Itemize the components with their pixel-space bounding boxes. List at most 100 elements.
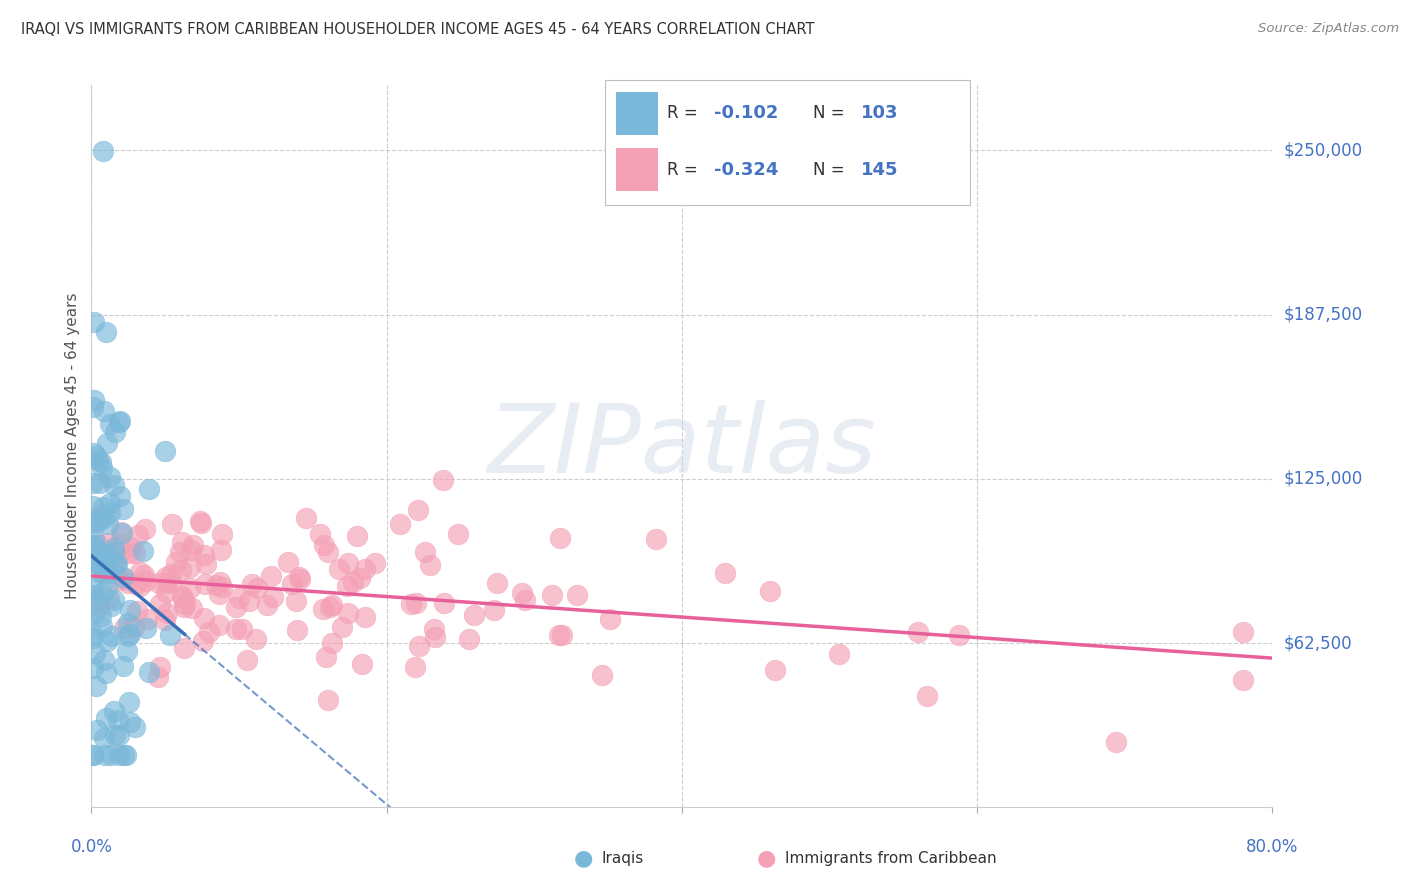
- Point: [122, 620, 145, 634]
- Point: [432, 473, 454, 487]
- Point: [170, 589, 193, 603]
- Point: [86, 453, 108, 467]
- Point: [82, 582, 104, 597]
- Point: [89, 476, 111, 491]
- Point: [110, 524, 132, 539]
- Point: [115, 644, 138, 658]
- Point: [149, 597, 172, 611]
- Point: [108, 415, 131, 429]
- Point: [90, 608, 112, 623]
- Point: [83, 315, 105, 329]
- Point: [103, 545, 125, 559]
- Point: [1105, 734, 1128, 748]
- Point: [134, 522, 156, 536]
- Point: [236, 653, 259, 667]
- Point: [90, 455, 112, 469]
- Point: [644, 533, 666, 547]
- Point: [209, 543, 232, 558]
- Point: [231, 622, 253, 636]
- Point: [285, 623, 308, 637]
- Point: [86, 550, 108, 565]
- Text: IRAQI VS IMMIGRANTS FROM CARIBBEAN HOUSEHOLDER INCOME AGES 45 - 64 YEARS CORRELA: IRAQI VS IMMIGRANTS FROM CARIBBEAN HOUSE…: [21, 22, 814, 37]
- Point: [591, 667, 613, 681]
- Point: [108, 536, 131, 550]
- Point: [111, 570, 134, 584]
- Point: [408, 639, 430, 653]
- Point: [486, 576, 509, 591]
- Point: [103, 546, 125, 560]
- Point: [312, 601, 335, 615]
- Point: [100, 599, 122, 613]
- Text: Immigrants from Caribbean: Immigrants from Caribbean: [785, 851, 997, 865]
- Point: [98, 566, 121, 581]
- Point: [225, 622, 247, 636]
- Y-axis label: Householder Income Ages 45 - 64 years: Householder Income Ages 45 - 64 years: [65, 293, 80, 599]
- Point: [188, 514, 211, 528]
- Point: [82, 588, 104, 602]
- Point: [165, 555, 187, 569]
- Point: [96, 666, 118, 681]
- Point: [328, 562, 350, 576]
- Point: [117, 695, 139, 709]
- Point: [100, 506, 122, 520]
- Point: [89, 545, 111, 559]
- Point: [457, 632, 479, 647]
- Point: [160, 516, 183, 531]
- Point: [115, 747, 138, 762]
- Point: [93, 653, 115, 667]
- Text: Source: ZipAtlas.com: Source: ZipAtlas.com: [1258, 22, 1399, 36]
- Point: [103, 704, 125, 718]
- Point: [111, 526, 134, 541]
- Text: ZIPatlas: ZIPatlas: [488, 400, 876, 492]
- Point: [208, 575, 231, 590]
- Point: [288, 572, 311, 586]
- Point: [352, 657, 374, 671]
- Point: [112, 621, 135, 635]
- Text: Iraqis: Iraqis: [602, 851, 644, 865]
- Point: [245, 632, 267, 647]
- Point: [98, 496, 121, 510]
- Point: [87, 549, 110, 564]
- Point: [155, 575, 177, 590]
- Point: [91, 566, 114, 581]
- Point: [82, 400, 104, 414]
- Point: [138, 482, 160, 496]
- Point: [132, 544, 155, 558]
- Point: [336, 579, 359, 593]
- Text: $62,500: $62,500: [1284, 634, 1353, 652]
- Point: [111, 502, 134, 516]
- Point: [915, 689, 938, 703]
- Point: [134, 574, 156, 589]
- Point: [112, 747, 135, 762]
- Point: [548, 628, 571, 642]
- Point: [94, 551, 117, 566]
- Point: [94, 547, 117, 561]
- Point: [98, 417, 121, 432]
- Point: [101, 629, 124, 643]
- Point: [117, 629, 139, 643]
- Point: [112, 659, 135, 673]
- Point: [87, 538, 110, 552]
- Point: [548, 531, 571, 545]
- Text: $125,000: $125,000: [1284, 470, 1362, 488]
- Point: [180, 542, 202, 557]
- Point: [1232, 624, 1254, 639]
- Point: [240, 577, 263, 591]
- Point: [321, 598, 343, 612]
- Point: [225, 599, 247, 614]
- Point: [336, 556, 359, 570]
- Point: [541, 589, 564, 603]
- Point: [170, 563, 193, 577]
- Point: [84, 646, 107, 660]
- Text: $187,500: $187,500: [1284, 306, 1362, 324]
- Text: R =: R =: [666, 161, 697, 178]
- Point: [211, 580, 233, 594]
- Point: [211, 527, 233, 541]
- Point: [948, 628, 970, 642]
- Point: [599, 612, 621, 626]
- Point: [280, 577, 302, 591]
- Point: [173, 600, 195, 615]
- Point: [316, 693, 339, 707]
- Point: [208, 587, 231, 601]
- Point: [93, 500, 115, 515]
